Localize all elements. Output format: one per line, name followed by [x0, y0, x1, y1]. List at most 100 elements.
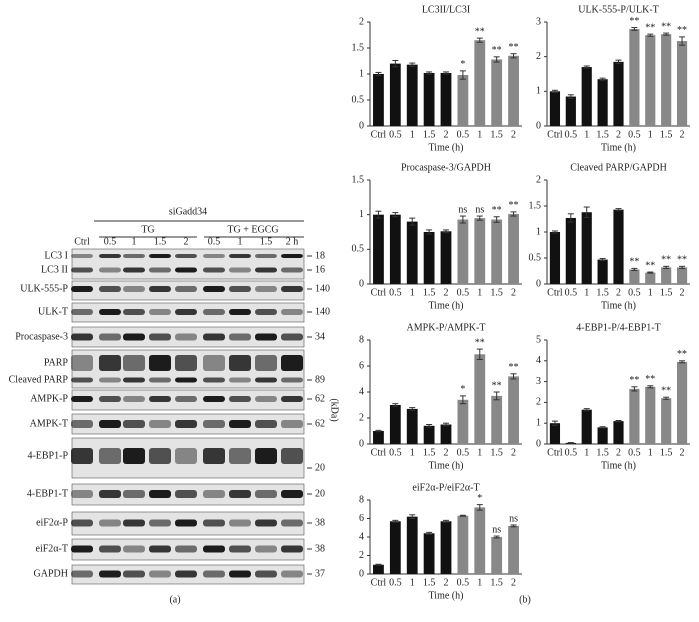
band [149, 377, 171, 383]
band [123, 448, 145, 464]
x-axis-label: Time (h) [601, 300, 636, 311]
lane-label: 2 [184, 236, 189, 247]
row-label: eiF2α-T [36, 543, 68, 554]
row-label: Cleaved PARP [9, 374, 69, 385]
y-tick-label: 0 [536, 120, 541, 131]
band [99, 420, 121, 428]
band [203, 355, 225, 371]
error-bar [583, 408, 590, 412]
significance: ns [475, 204, 484, 215]
row-label: eiF2α-P [36, 517, 68, 528]
band [229, 355, 251, 371]
marker-label: 140 [315, 283, 330, 294]
band [149, 267, 171, 273]
error-bar [443, 519, 449, 523]
significance: ** [677, 255, 687, 266]
bar [629, 388, 640, 444]
bar [597, 259, 608, 284]
band [281, 570, 303, 578]
band [123, 396, 145, 402]
error-bar [476, 348, 483, 360]
error-bar [583, 206, 590, 218]
significance: ** [509, 42, 519, 53]
marker-label: 37 [315, 568, 325, 579]
error-bar [426, 531, 433, 535]
error-bar [493, 535, 500, 539]
y-tick-label: 0.5 [352, 244, 365, 255]
marker-label: 34 [315, 331, 325, 342]
error-bar [599, 77, 606, 81]
significance: ** [475, 26, 485, 37]
y-tick-label: 0 [359, 120, 364, 131]
band [281, 420, 303, 428]
chart-title: Procaspase-3/GAPDH [401, 162, 491, 173]
error-bar [392, 59, 399, 68]
bar [491, 219, 503, 284]
band [123, 420, 145, 428]
band [203, 286, 225, 292]
bar [440, 424, 452, 444]
band [175, 254, 197, 258]
band [255, 377, 277, 383]
band [281, 396, 303, 402]
band [71, 377, 93, 383]
group-label: TG + EGCG [227, 224, 278, 235]
x-axis-label: Time (h) [601, 142, 636, 153]
y-tick-label: 3 [536, 376, 541, 387]
significance: ** [475, 337, 485, 348]
y-tick-label: 1 [536, 86, 541, 97]
x-tick-label: 2 [444, 287, 449, 298]
bar [423, 72, 435, 126]
significance: ns [458, 204, 467, 215]
band [175, 333, 197, 341]
error-bar [647, 385, 654, 389]
bar [676, 267, 688, 284]
band [123, 570, 145, 578]
x-tick-label: 1.5 [660, 287, 673, 298]
band [175, 519, 197, 527]
x-tick-label: 0.5 [628, 287, 641, 298]
band [149, 545, 171, 553]
error-bar [375, 71, 382, 77]
band [255, 396, 277, 402]
bar [423, 425, 435, 444]
band [149, 448, 171, 464]
bar [629, 269, 640, 284]
x-tick-label: 0.5 [389, 129, 402, 140]
band [71, 570, 93, 578]
chart-title: eiF2α-P/eiF2α-T [412, 482, 479, 493]
bar [423, 232, 435, 284]
band [123, 355, 145, 371]
error-bar [567, 442, 574, 444]
band [149, 333, 171, 341]
x-tick-label: 1 [648, 447, 653, 458]
band [255, 254, 277, 258]
error-bar [615, 208, 622, 212]
band [229, 333, 251, 341]
error-bar [459, 215, 466, 224]
band [99, 333, 121, 341]
x-tick-label: 0.5 [457, 577, 470, 588]
y-tick-label: 1 [359, 209, 364, 220]
y-tick-label: 8 [359, 334, 364, 345]
marker-label: 16 [315, 264, 325, 275]
x-tick-label: 1 [648, 129, 653, 140]
y-tick-label: 2 [536, 51, 541, 62]
band [175, 355, 197, 371]
x-tick-label: 2 [680, 287, 685, 298]
error-bar [647, 33, 654, 37]
chart-title: 4-EBP1-P/4-EBP1-T [576, 322, 660, 333]
error-bar [631, 267, 638, 271]
error-bar [510, 524, 517, 528]
bar [457, 515, 469, 574]
band [149, 254, 171, 258]
significance: ** [629, 257, 639, 268]
x-tick-label: 0.5 [389, 447, 402, 458]
y-tick-label: 2 [359, 412, 364, 423]
band [175, 377, 197, 383]
significance: ** [629, 375, 639, 386]
x-tick-label: Ctrl [371, 577, 387, 588]
y-tick-label: 2 [536, 397, 541, 408]
error-bar [443, 71, 449, 75]
significance: ** [661, 21, 671, 32]
